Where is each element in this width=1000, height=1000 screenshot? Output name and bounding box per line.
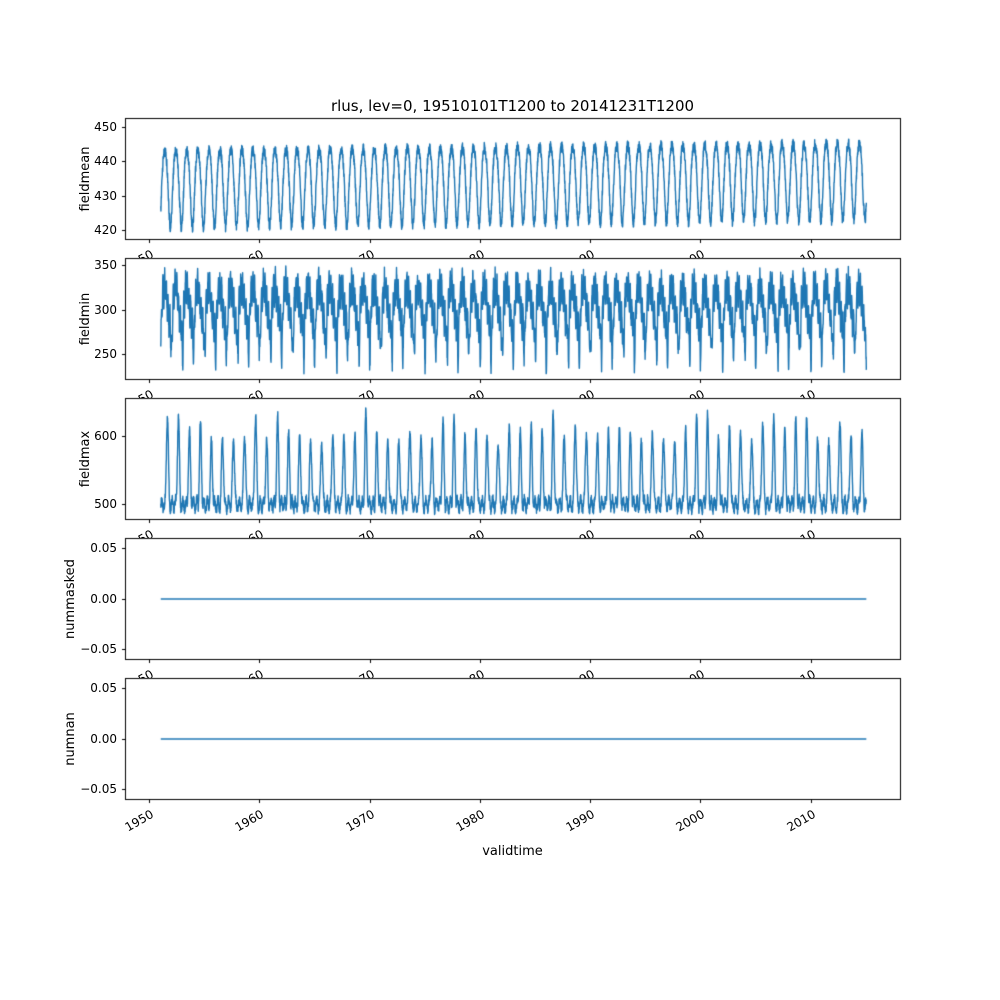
x-axis-label: validtime	[482, 844, 543, 859]
chart-title: rlus, lev=0, 19510101T1200 to 20141231T1…	[330, 97, 695, 115]
